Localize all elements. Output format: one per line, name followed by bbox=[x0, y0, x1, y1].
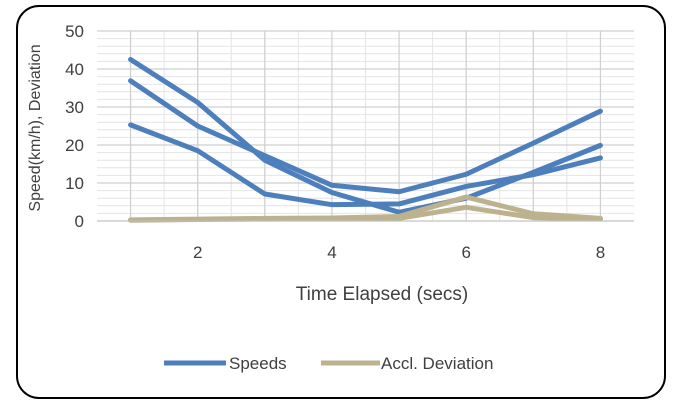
axes: 0 10 20 30 40 50 2 4 6 8 bbox=[65, 22, 634, 262]
grid bbox=[97, 30, 634, 222]
x-axis-title: Time Elapsed (secs) bbox=[296, 284, 468, 305]
y-tick-label: 40 bbox=[65, 60, 84, 79]
y-tick-label: 20 bbox=[65, 136, 84, 155]
series-line-5 bbox=[128, 204, 603, 223]
y-tick-label: 0 bbox=[75, 212, 84, 231]
y-tick-label: 30 bbox=[65, 98, 84, 117]
chart-frame bbox=[16, 5, 666, 399]
legend: Speeds Accl. Deviation bbox=[164, 354, 493, 373]
series-line-3 bbox=[128, 122, 603, 208]
x-tick-label: 2 bbox=[193, 243, 202, 262]
y-tick-label: 50 bbox=[65, 22, 84, 41]
legend-label: Speeds bbox=[229, 354, 287, 373]
x-tick-label: 8 bbox=[596, 243, 605, 262]
y-tick-label: 10 bbox=[65, 174, 84, 193]
x-tick-label: 6 bbox=[461, 243, 470, 262]
series-lines bbox=[128, 57, 603, 223]
y-axis-title: Speed(km/h), Deviation bbox=[27, 44, 44, 211]
legend-label: Accl. Deviation bbox=[381, 354, 493, 373]
x-tick-label: 4 bbox=[327, 243, 336, 262]
series-line-2 bbox=[128, 78, 603, 195]
